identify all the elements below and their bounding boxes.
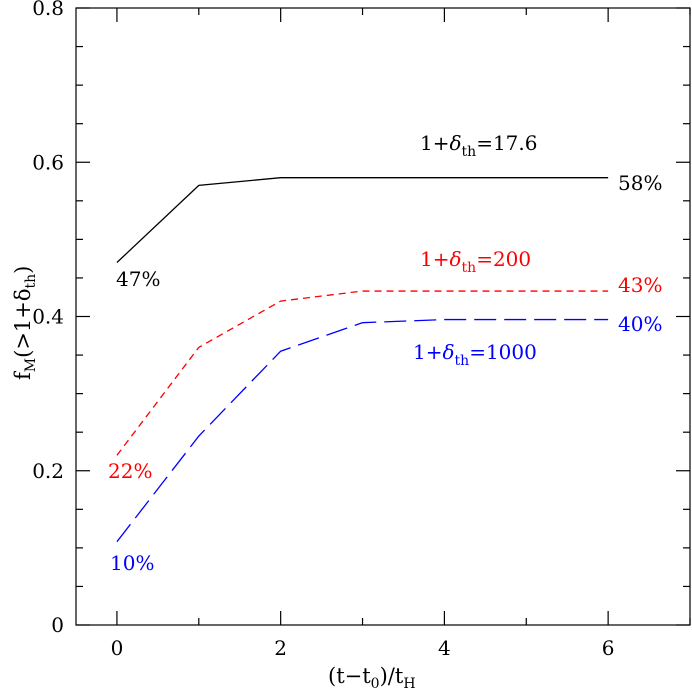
x-tick-label: 2	[274, 636, 287, 660]
plot-frame	[75, 7, 691, 626]
series-line-2	[116, 290, 609, 456]
x-tick-label: 0	[111, 636, 124, 660]
y-tick-label: 0.2	[32, 459, 64, 483]
y-axis-label: fM(>1+δth)	[11, 266, 39, 380]
series-label-17-6: 1+δth=17.6	[420, 131, 537, 160]
series-label-1000: 1+δth=1000	[413, 340, 537, 369]
y-tick-label: 0.8	[32, 0, 64, 20]
x-axis-label: (t−t0)/tH	[328, 664, 416, 692]
y-tick-label: 0.6	[32, 150, 64, 174]
axis-ticks: 0 2 4 6 0 0.2 0.4 0.6 0.8	[32, 0, 691, 660]
series-group	[116, 177, 609, 543]
series-label-200: 1+δth=200	[420, 247, 531, 276]
data-label-40: 40%	[618, 312, 662, 336]
data-label-58: 58%	[618, 171, 662, 195]
data-label-43: 43%	[618, 273, 662, 297]
x-tick-label: 4	[438, 636, 451, 660]
data-label-10: 10%	[110, 551, 154, 575]
y-tick-label: 0	[51, 613, 64, 637]
y-tick-label: 0.4	[32, 305, 64, 329]
series-line-1	[116, 177, 609, 263]
data-label-22: 22%	[108, 459, 152, 483]
series-line-3	[116, 318, 609, 543]
x-tick-label: 6	[602, 636, 615, 660]
data-label-47: 47%	[116, 267, 160, 291]
